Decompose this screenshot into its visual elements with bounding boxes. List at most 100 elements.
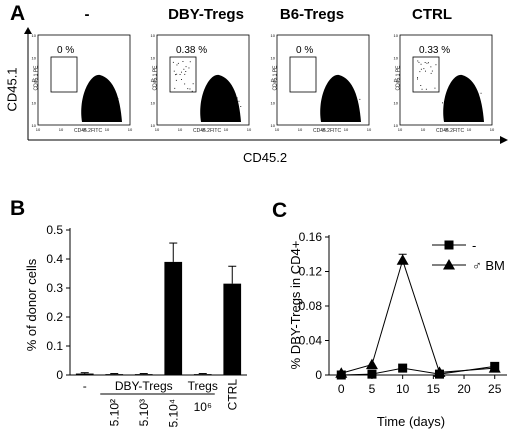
scatter-dot [473,109,475,111]
scatter-dot [335,96,337,98]
scatter-dot [93,103,94,105]
scatter-dot [210,102,212,104]
scatter-dot [460,101,462,103]
scatter-dot [215,94,217,95]
scatter-dot [102,104,104,105]
triangle-marker [488,362,501,373]
scatter-dot [340,108,342,110]
scatter-dot [92,104,94,106]
scatter-dot [346,101,348,102]
scatter-dot [350,101,352,102]
scatter-dot [224,87,226,89]
scatter-dot [476,103,478,104]
scatter-dot [102,92,103,94]
scatter-dot [228,95,230,97]
scatter-dot [348,109,350,111]
scatter-dot [457,96,458,98]
scatter-dot [89,100,91,102]
scatter-dot [458,110,459,111]
scatter-dot [457,108,459,110]
triangle-marker [365,358,378,370]
scatter-dot [103,103,105,104]
scatter-dot [224,104,226,105]
scatter-dot [341,99,343,101]
scatter-dot [465,106,467,108]
scatter-dot [461,99,463,101]
flow-y-tick: 10 [394,33,399,38]
gated-dot [420,85,422,86]
scatter-dot [216,89,217,91]
scatter-dot [347,90,349,92]
scatter-dot [327,107,328,109]
scatter-dot [465,97,467,99]
plot-title-3: B6-Tregs [279,6,345,23]
scatter-dot [88,107,89,108]
gated-dot [428,62,429,64]
scatter-dot [455,108,457,110]
scatter-dot [463,104,465,106]
scatter-dot [100,96,102,98]
scatter-dot [221,102,223,104]
scatter-dot [232,104,234,105]
scatter-dot [456,97,457,99]
scatter-dot [336,108,337,109]
scatter-dot [451,101,453,103]
scatter-dot [215,99,217,100]
scatter-dot [96,107,98,109]
flow-x-label-4: CD45.2FITC [436,128,465,134]
scatter-dot [97,112,99,113]
scatter-dot [342,94,344,95]
scatter-dot [206,100,207,102]
gate-box [50,56,78,93]
scatter-dot [341,106,343,107]
scatter-dot [106,112,108,114]
scatter-dot [234,111,236,112]
scatter-dot [215,106,217,108]
scatter-dot [215,105,217,107]
scatter-dot [214,103,216,104]
scatter-dot [210,96,211,98]
flow-y-label-4: CD45.1 PE [395,65,402,91]
scatter-dot [219,111,221,112]
scatter-dot [463,107,465,109]
scatter-dot [475,110,477,112]
scatter-dot [96,106,98,108]
scatter-dot [341,98,342,100]
scatter-dot [104,96,106,98]
scatter-dot [109,102,111,104]
scatter-dot [342,99,344,101]
scatter-dot [91,90,93,92]
scatter-dot [223,98,225,100]
scatter-dot [91,107,93,109]
gated-dot [425,88,427,90]
c-legend-label: - [472,238,476,253]
scatter-dot [327,102,329,104]
scatter-dot [338,108,339,110]
scatter-dot [114,100,116,102]
scatter-dot [344,101,345,103]
scatter-dot [327,105,329,107]
scatter-dot [458,98,460,100]
scatter-dot [214,102,215,104]
scatter-dot [219,96,221,97]
scatter-dot [99,98,100,100]
scatter-dot [110,97,111,99]
scatter-dot [339,111,341,113]
scatter-dot [98,105,99,106]
scatter-dot [102,93,104,95]
scatter-dot [466,111,468,113]
scatter-dot [111,96,113,98]
b-category-label: 5.10² [107,399,121,426]
scatter-dot [236,97,238,99]
scatter-dot [465,96,467,98]
scatter-dot [206,110,208,112]
scatter-dot [464,94,466,96]
scatter-dot [110,93,112,95]
scatter-dot [331,109,333,110]
scatter-dot [84,99,85,100]
scatter-dot [341,99,343,101]
scatter-dot [101,101,103,103]
scatter-dot [348,96,350,98]
flow-y-tick: 10 [394,78,399,83]
scatter-dot [329,99,331,101]
